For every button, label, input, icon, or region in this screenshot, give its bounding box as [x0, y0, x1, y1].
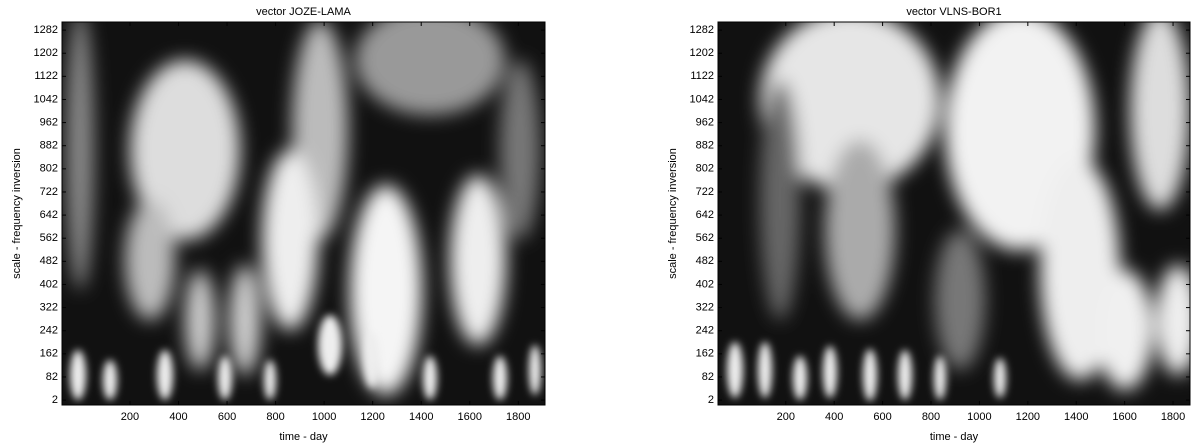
y-tick-label: 562: [40, 232, 58, 244]
y-tick-label: 562: [696, 232, 714, 244]
y-tick-label: 482: [40, 255, 58, 267]
y-tick-label: 162: [696, 348, 714, 360]
x-tick-label: 1000: [967, 411, 991, 423]
y-tick-label: 162: [40, 348, 58, 360]
x-tick-label: 1200: [360, 411, 384, 423]
x-tick-label: 400: [825, 411, 843, 423]
x-tick-label: 200: [777, 411, 795, 423]
x-tick-label: 1000: [312, 411, 336, 423]
x-tick-label: 1600: [458, 411, 482, 423]
y-tick-label: 2: [52, 394, 58, 406]
plot-frame: [717, 21, 1191, 406]
y-tick-label: 802: [40, 163, 58, 175]
y-tick-label: 1122: [34, 70, 58, 82]
x-tick-label: 1800: [506, 411, 530, 423]
x-tick-label: 400: [169, 411, 187, 423]
chart-title: vector VLNS-BOR1: [906, 6, 1001, 18]
y-tick-label: 322: [696, 301, 714, 313]
y-tick-label: 1042: [690, 93, 714, 105]
y-tick-label: 242: [696, 325, 714, 337]
y-tick-label: 322: [40, 301, 58, 313]
y-axis-label: scale - frequency inversion: [11, 148, 23, 279]
y-tick-label: 882: [40, 140, 58, 152]
y-tick-label: 402: [40, 278, 58, 290]
x-tick-label: 800: [922, 411, 940, 423]
y-tick-label: 1282: [34, 24, 58, 36]
y-tick-label: 242: [40, 325, 58, 337]
chart-title: vector JOZE-LAMA: [256, 6, 351, 18]
x-tick-label: 1800: [1161, 411, 1185, 423]
y-tick-label: 402: [696, 278, 714, 290]
x-tick-label: 1200: [1016, 411, 1040, 423]
x-tick-label: 200: [121, 411, 139, 423]
y-tick-label: 642: [40, 209, 58, 221]
y-tick-label: 2: [708, 394, 714, 406]
x-tick-label: 1600: [1112, 411, 1136, 423]
x-axis-label: time - day: [930, 431, 979, 443]
x-tick-label: 600: [218, 411, 236, 423]
y-axis-label: scale - frequency inversion: [667, 148, 679, 279]
y-tick-label: 82: [46, 371, 58, 383]
heatmap-image: [62, 22, 545, 405]
x-axis-label: time - day: [279, 431, 328, 443]
heatmap-image: [718, 22, 1190, 405]
y-tick-label: 962: [696, 116, 714, 128]
x-tick-label: 800: [266, 411, 284, 423]
y-tick-label: 802: [696, 163, 714, 175]
y-tick-label: 882: [696, 140, 714, 152]
y-tick-label: 482: [696, 255, 714, 267]
y-tick-label: 722: [696, 186, 714, 198]
y-tick-label: 1042: [34, 93, 58, 105]
x-tick-label: 600: [873, 411, 891, 423]
y-tick-label: 82: [702, 371, 714, 383]
y-tick-label: 722: [40, 186, 58, 198]
y-tick-label: 962: [40, 116, 58, 128]
x-tick-label: 1400: [1064, 411, 1088, 423]
y-tick-label: 1202: [34, 47, 58, 59]
plot-frame: [61, 21, 546, 406]
y-tick-label: 1282: [690, 24, 714, 36]
y-tick-label: 642: [696, 209, 714, 221]
y-tick-label: 1202: [690, 47, 714, 59]
x-tick-label: 1400: [409, 411, 433, 423]
y-tick-label: 1122: [690, 70, 714, 82]
